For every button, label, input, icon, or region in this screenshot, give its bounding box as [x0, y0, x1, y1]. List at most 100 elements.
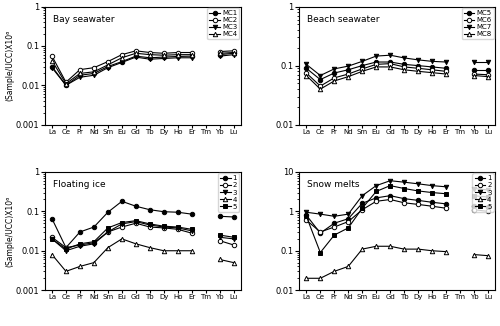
4: [147, 246, 153, 250]
MC8: [429, 71, 435, 75]
MC8: [346, 75, 352, 79]
Line: 3: 3: [304, 178, 448, 218]
4: [77, 264, 83, 268]
3: [119, 222, 125, 226]
1: [119, 199, 125, 203]
Legend: MC1, MC2, MC3, MC4: MC1, MC2, MC3, MC4: [208, 8, 240, 39]
MC4: [63, 82, 69, 86]
5: [359, 206, 365, 210]
MC6: [415, 67, 421, 70]
2: [387, 198, 393, 201]
MC1: [119, 60, 125, 64]
2: [346, 220, 352, 224]
2: [373, 199, 379, 203]
2: [429, 204, 435, 208]
3: [147, 223, 153, 227]
4: [161, 249, 167, 253]
4: [401, 247, 407, 251]
5: [429, 191, 435, 195]
MC1: [63, 83, 69, 87]
3: [133, 220, 139, 224]
MC7: [443, 60, 449, 64]
MC3: [161, 56, 167, 60]
Text: Beach seawater: Beach seawater: [307, 15, 380, 24]
MC3: [188, 56, 194, 60]
MC3: [119, 61, 125, 65]
MC5: [415, 64, 421, 67]
Line: MC5: MC5: [304, 60, 448, 82]
5: [415, 189, 421, 193]
MC6: [443, 69, 449, 73]
MC7: [415, 58, 421, 62]
5: [91, 240, 97, 244]
MC1: [161, 55, 167, 59]
Line: 4: 4: [50, 237, 194, 274]
MC8: [359, 69, 365, 73]
1: [175, 210, 181, 214]
1: [161, 210, 167, 214]
MC6: [401, 65, 407, 69]
4: [49, 253, 55, 257]
1: [387, 194, 393, 198]
MC2: [91, 66, 97, 70]
5: [401, 186, 407, 190]
MC6: [318, 84, 324, 88]
MC6: [373, 62, 379, 66]
1: [91, 225, 97, 229]
4: [119, 237, 125, 241]
2: [133, 221, 139, 225]
2: [161, 226, 167, 230]
4: [188, 249, 194, 253]
MC8: [318, 87, 324, 91]
3: [188, 229, 194, 233]
MC7: [401, 56, 407, 60]
MC4: [119, 56, 125, 60]
Legend: MC5, MC6, MC7, MC8: MC5, MC6, MC7, MC8: [462, 8, 494, 39]
MC7: [359, 59, 365, 63]
Line: 4: 4: [304, 244, 448, 280]
MC2: [105, 60, 111, 64]
MC2: [77, 68, 83, 72]
MC7: [304, 62, 310, 66]
4: [105, 246, 111, 250]
5: [387, 184, 393, 187]
Legend: 1, 2, 3, 4, 5: 1, 2, 3, 4, 5: [472, 173, 494, 212]
4: [443, 250, 449, 254]
4: [387, 244, 393, 248]
2: [304, 218, 310, 222]
Line: MC3: MC3: [50, 55, 194, 87]
2: [332, 225, 338, 229]
5: [188, 227, 194, 231]
Line: MC4: MC4: [50, 51, 194, 86]
MC4: [77, 71, 83, 75]
MC5: [318, 78, 324, 82]
2: [443, 206, 449, 210]
MC2: [147, 51, 153, 54]
3: [77, 244, 83, 248]
Text: Snow melts: Snow melts: [307, 180, 360, 189]
Line: MC6: MC6: [304, 61, 448, 88]
MC2: [49, 54, 55, 58]
2: [401, 201, 407, 205]
3: [387, 179, 393, 183]
2: [147, 225, 153, 229]
MC1: [105, 65, 111, 68]
1: [133, 204, 139, 208]
5: [133, 219, 139, 223]
3: [359, 194, 365, 198]
3: [429, 184, 435, 187]
Line: 5: 5: [50, 218, 194, 251]
5: [77, 242, 83, 246]
MC3: [77, 75, 83, 79]
2: [91, 241, 97, 245]
MC3: [63, 83, 69, 87]
2: [175, 227, 181, 231]
MC8: [387, 65, 393, 69]
MC4: [105, 63, 111, 67]
5: [304, 214, 310, 218]
MC5: [429, 65, 435, 69]
MC6: [429, 68, 435, 72]
MC7: [387, 53, 393, 57]
5: [49, 237, 55, 241]
MC5: [387, 60, 393, 64]
